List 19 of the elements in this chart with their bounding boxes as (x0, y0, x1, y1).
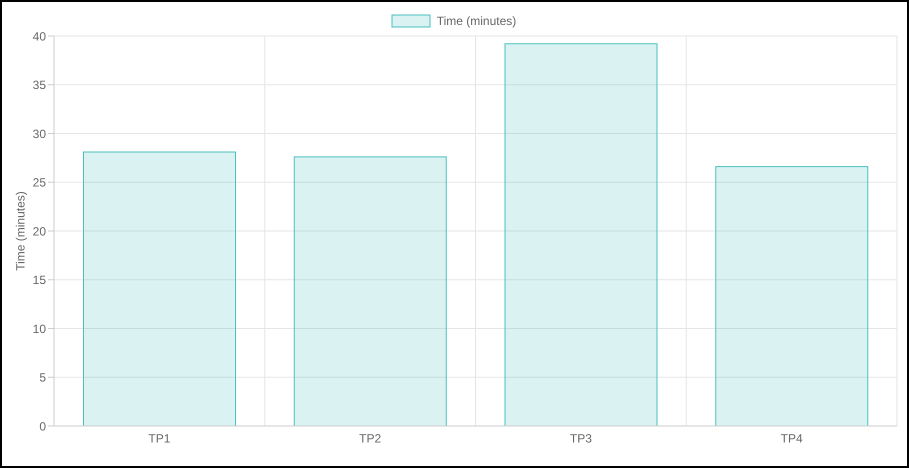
y-tick-label: 25 (32, 176, 46, 190)
bar (294, 156, 447, 426)
y-tick-label: 30 (32, 126, 46, 141)
y-tick-label: 35 (32, 78, 46, 92)
legend-label: Time (minutes) (436, 14, 516, 28)
y-axis-title: Time (minutes) (13, 191, 28, 271)
y-tick-label: 20 (32, 224, 46, 238)
y-tick-label: 0 (39, 419, 46, 434)
x-tick-label: TP1 (148, 432, 171, 446)
y-tick-label: 15 (32, 273, 46, 288)
x-tick-label: TP3 (570, 432, 592, 446)
bar (504, 43, 658, 426)
bar (83, 152, 236, 426)
x-tick-label: TP2 (359, 432, 382, 446)
bar (715, 166, 868, 426)
y-tick-label: 40 (32, 29, 46, 44)
y-tick-label: 5 (39, 370, 46, 385)
y-tick-label: 10 (32, 322, 46, 336)
x-tick-label: TP4 (780, 432, 803, 446)
